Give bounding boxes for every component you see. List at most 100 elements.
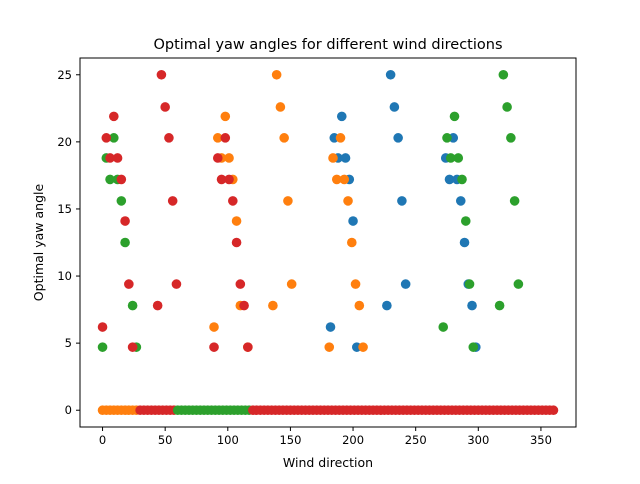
series-4-point [216,174,227,185]
series-1-point [400,279,411,289]
y-axis: 0 5 10 15 20 25 [57,68,80,417]
series-2-point [271,69,282,80]
series-4-point [120,216,130,226]
series-1-point [336,111,347,122]
series-1-point [325,322,336,332]
x-tick-label: 50 [158,433,173,447]
series-1-point [467,300,477,311]
y-tick-label: 15 [57,202,72,216]
series-1-point [348,216,358,226]
series-3-point [513,279,524,289]
chart-title: Optimal yaw angles for different wind di… [153,37,502,53]
series-4-point [239,300,249,311]
series-3-point [457,174,467,185]
series-2-point [354,300,365,311]
series-4-point [124,279,134,289]
y-tick-label: 20 [57,135,72,149]
baseline-point [548,405,559,416]
series-3-point [502,102,512,112]
series-2-point [231,216,242,226]
series-4-point [171,279,182,289]
series-2-point [212,133,223,143]
x-axis-label: Wind direction [283,455,373,470]
series-2-point [268,300,278,311]
series-4-point [109,111,119,122]
series-2-point [328,153,338,163]
series-4-point [160,102,170,112]
axes-frame [79,57,577,428]
y-tick-label: 10 [57,269,72,283]
series-4-point [220,133,231,143]
series-2-point [331,174,342,185]
series-2-point [279,133,289,143]
series-3-point [498,69,509,80]
series-4-point [243,342,253,352]
series-1-point [340,153,351,163]
series-3-point [449,111,460,122]
y-tick-label: 0 [65,403,72,417]
series-4-point [224,174,234,185]
series-4-point [127,342,138,352]
series-2-point [339,174,350,185]
series-4-point [231,237,242,248]
series-3-point [116,196,127,206]
series-1-point [444,174,455,185]
series-3-point [509,196,520,206]
series-1-point [385,69,396,80]
series-2-point [275,102,286,112]
plot-area [79,57,577,428]
series-4-point [228,196,238,206]
series-4-point [156,69,167,80]
x-tick-label: 300 [467,433,489,447]
series-1-point [459,237,470,248]
series-4-point [209,342,219,352]
series-1-point [393,133,403,143]
series-4-point [105,153,115,163]
series-2-point [286,279,297,289]
series-2-point [335,133,346,143]
series-3-point [468,342,479,352]
series-3-point [438,322,449,332]
series-2-point [224,153,234,163]
x-tick-label: 350 [530,433,552,447]
series-4-point [164,133,174,143]
series-2-point [283,196,293,206]
series-4-point [152,300,163,311]
series-4-point [112,153,123,163]
series-1-point [382,300,392,311]
series-3-point [506,133,516,143]
series-4-point [116,174,127,185]
x-tick-label: 100 [217,433,239,447]
series-2-point [343,196,353,206]
series-3-point [120,237,130,248]
y-tick-label: 5 [65,336,72,350]
series-3-point [442,133,452,143]
series-4-point [235,279,246,289]
series-3-point [464,279,475,289]
series-2-point [324,342,335,352]
series-3-point [453,153,464,163]
series-2-point [350,279,361,289]
x-tick-label: 250 [405,433,427,447]
series-1-point [455,196,466,206]
series-2-point [358,342,368,352]
series-1-point [397,196,407,206]
series-3-point [445,153,456,163]
x-tick-label: 150 [279,433,301,447]
series-2-point [209,322,219,332]
series-4-point [167,196,178,206]
series-3-point [97,342,108,352]
series-3-point [109,133,119,143]
x-axis: 0 50 100 150 200 250 300 350 [99,427,552,447]
series-1-point [389,102,400,112]
x-tick-label: 200 [342,433,364,447]
series-2-point [220,111,231,122]
series-3-point [494,300,505,311]
series-4-point [101,133,112,143]
series-3-point [127,300,138,311]
series-2-point [346,237,357,248]
series-3-point [460,216,471,226]
